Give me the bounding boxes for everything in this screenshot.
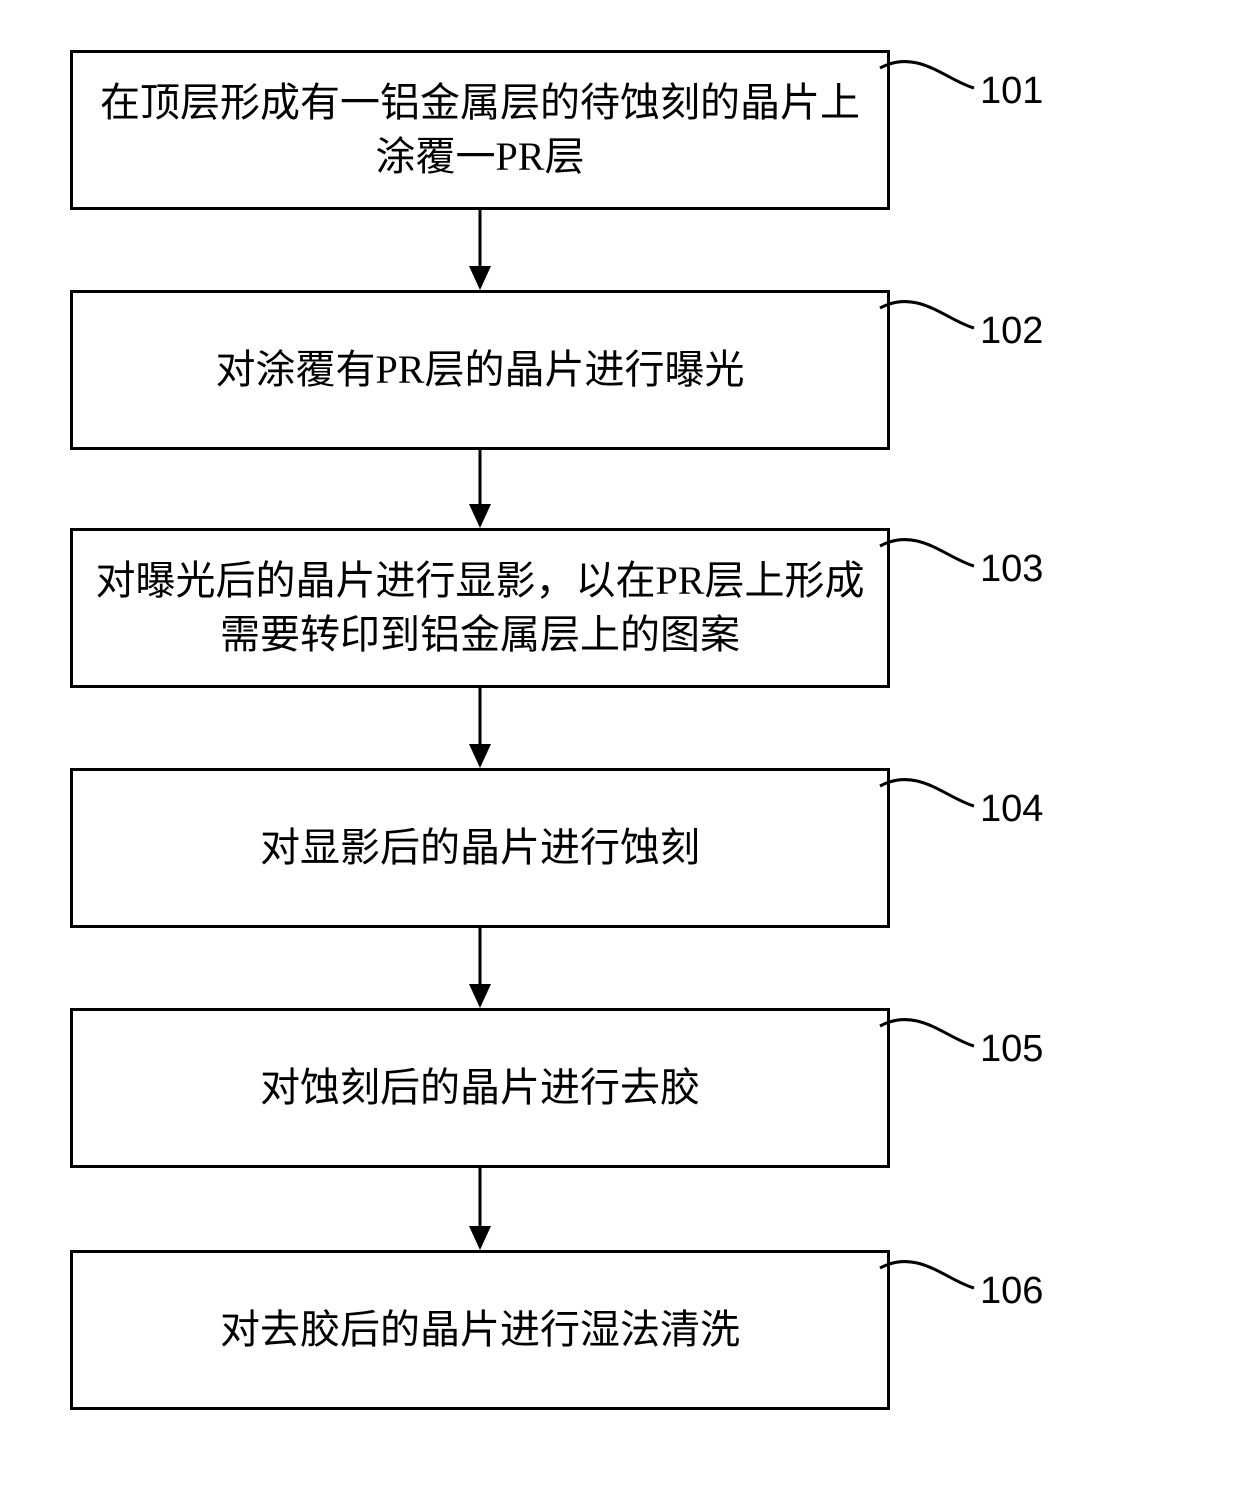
flow-arrow (465, 928, 495, 1012)
flow-step-106: 对去胶后的晶片进行湿法清洗 (70, 1250, 890, 1410)
flow-step-text: 对蚀刻后的晶片进行去胶 (260, 1061, 700, 1115)
flow-step-label: 103 (980, 548, 1043, 591)
flow-step-label: 101 (980, 70, 1043, 113)
flow-arrow (465, 688, 495, 772)
leader-line (876, 516, 982, 596)
flow-step-text: 对涂覆有PR层的晶片进行曝光 (216, 343, 745, 397)
flow-arrow (465, 450, 495, 532)
flow-step-label: 104 (980, 788, 1043, 831)
flow-arrow (465, 1168, 495, 1254)
leader-line (876, 278, 982, 358)
flow-step-label: 106 (980, 1270, 1043, 1313)
leader-line (876, 1238, 982, 1318)
leader-line (876, 996, 982, 1076)
flow-step-text: 对显影后的晶片进行蚀刻 (260, 821, 700, 875)
flow-step-text: 对去胶后的晶片进行湿法清洗 (220, 1303, 740, 1357)
flow-step-label: 102 (980, 310, 1043, 353)
flow-arrow (465, 210, 495, 294)
leader-line (876, 756, 982, 836)
flow-step-text: 在顶层形成有一铝金属层的待蚀刻的晶片上涂覆一PR层 (100, 76, 860, 184)
flow-step-105: 对蚀刻后的晶片进行去胶 (70, 1008, 890, 1168)
flow-step-104: 对显影后的晶片进行蚀刻 (70, 768, 890, 928)
flow-step-101: 在顶层形成有一铝金属层的待蚀刻的晶片上涂覆一PR层 (70, 50, 890, 210)
flow-step-label: 105 (980, 1028, 1043, 1071)
flow-step-102: 对涂覆有PR层的晶片进行曝光 (70, 290, 890, 450)
flow-step-text: 对曝光后的晶片进行显影，以在PR层上形成需要转印到铝金属层上的图案 (96, 554, 865, 662)
flow-step-103: 对曝光后的晶片进行显影，以在PR层上形成需要转印到铝金属层上的图案 (70, 528, 890, 688)
flowchart-canvas: 在顶层形成有一铝金属层的待蚀刻的晶片上涂覆一PR层 101 对涂覆有PR层的晶片进行… (0, 0, 1240, 1489)
leader-line (876, 38, 982, 118)
